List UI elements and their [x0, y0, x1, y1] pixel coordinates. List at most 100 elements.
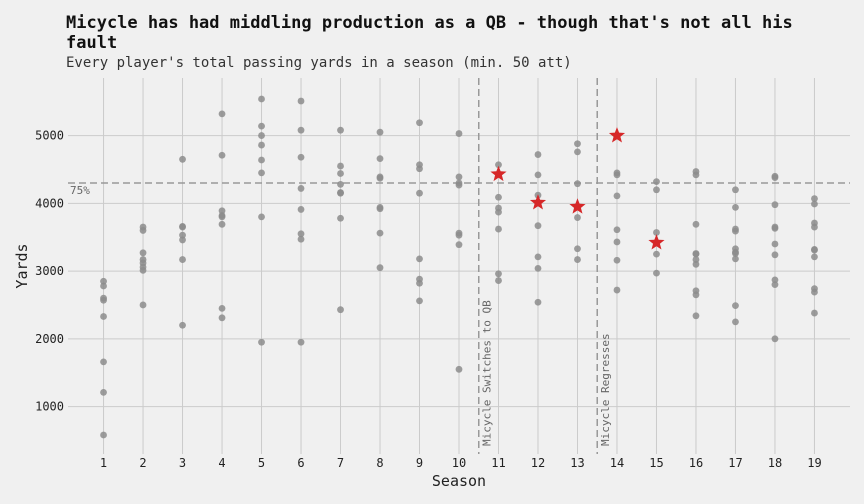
player-season-point	[534, 171, 542, 179]
player-season-point	[574, 214, 581, 221]
y-tick-label: 3000	[35, 264, 64, 278]
event-label-0: Micycle Switches to QB	[481, 300, 494, 446]
player-season-point	[179, 231, 186, 239]
player-season-point	[692, 256, 700, 263]
x-tick-label: 16	[689, 456, 703, 470]
x-tick-label: 2	[139, 456, 146, 470]
x-tick-label: 15	[649, 456, 663, 470]
player-season-point	[258, 169, 265, 177]
y-ticks: 1000 2000 3000 4000 5000	[35, 129, 64, 414]
x-tick-label: 12	[531, 456, 545, 470]
micycle-season-star	[490, 165, 507, 182]
player-season-point	[297, 126, 305, 134]
player-season-point	[179, 321, 186, 329]
player-season-point	[297, 206, 305, 213]
player-season-point	[218, 304, 226, 312]
player-season-point	[179, 155, 186, 163]
player-season-point	[258, 122, 265, 130]
player-season-point	[258, 156, 265, 164]
player-season-point	[337, 180, 344, 188]
player-season-point	[771, 251, 779, 259]
micycle-season-star	[529, 194, 547, 210]
player-season-point	[258, 95, 265, 103]
player-season-point	[100, 313, 107, 320]
x-tick-label: 14	[610, 456, 624, 470]
player-season-point	[495, 208, 502, 216]
player-season-point	[218, 314, 226, 322]
player-season-point	[771, 281, 779, 289]
player-season-point	[771, 174, 779, 181]
x-ticks: 1 2 3 4 5 6 7 8 9 10 11 12 13 14 15 16 17 18 19	[100, 456, 822, 470]
micycle-season-star	[569, 198, 586, 214]
player-season-point	[732, 255, 739, 263]
player-season-point	[297, 185, 305, 192]
player-season-point	[613, 226, 621, 234]
player-season-point	[416, 255, 423, 263]
player-season-point	[613, 171, 621, 179]
player-season-point	[534, 151, 542, 158]
player-season-point	[811, 253, 818, 261]
y-tick-label: 5000	[35, 129, 64, 143]
player-season-point	[376, 128, 384, 136]
player-season-point	[297, 97, 305, 105]
player-season-point	[692, 291, 700, 299]
player-season-point	[100, 388, 107, 396]
player-season-point	[139, 249, 147, 257]
player-season-point	[218, 151, 226, 159]
player-season-point	[100, 296, 107, 304]
player-season-point	[218, 220, 226, 228]
player-season-point	[811, 200, 818, 208]
y-tick-label: 4000	[35, 196, 64, 210]
player-season-point	[732, 250, 739, 257]
player-season-point	[258, 132, 265, 139]
player-season-point	[297, 153, 305, 161]
player-season-point	[613, 238, 621, 246]
player-season-point	[771, 240, 779, 248]
player-season-point	[574, 245, 581, 253]
player-season-point	[258, 141, 265, 149]
y-axis-label: Yards	[13, 243, 31, 288]
player-season-point	[416, 189, 423, 197]
player-season-point	[495, 277, 502, 284]
player-season-point	[811, 223, 818, 231]
event-label-1: Micycle Regresses	[599, 333, 612, 446]
x-tick-label: 7	[337, 456, 344, 470]
player-season-point	[337, 306, 344, 314]
player-season-point	[771, 201, 779, 209]
player-season-point	[218, 207, 226, 215]
player-season-point	[653, 178, 660, 186]
player-season-point	[416, 119, 423, 127]
player-season-point	[653, 250, 660, 258]
x-tick-label: 10	[452, 456, 466, 470]
player-season-point	[258, 213, 265, 221]
x-tick-label: 1	[100, 456, 107, 470]
x-tick-label: 9	[416, 456, 423, 470]
player-season-point	[534, 298, 542, 306]
player-season-point	[139, 301, 147, 309]
player-season-point	[218, 110, 226, 118]
x-tick-label: 18	[768, 456, 782, 470]
percentile-75-label: 75%	[70, 184, 90, 197]
x-tick-label: 5	[258, 456, 265, 470]
player-season-point	[653, 269, 660, 277]
player-season-point	[218, 213, 226, 221]
player-season-point	[455, 241, 463, 249]
player-season-point	[771, 225, 779, 232]
player-season-point	[732, 186, 739, 194]
player-season-point	[455, 365, 463, 373]
y-tick-label: 2000	[35, 332, 64, 346]
player-season-point	[653, 186, 660, 194]
player-season-point	[692, 312, 700, 320]
player-season-point	[811, 288, 818, 296]
x-tick-label: 6	[297, 456, 304, 470]
data-points	[100, 95, 818, 439]
player-season-point	[732, 203, 739, 211]
player-season-point	[100, 282, 107, 290]
player-season-point	[495, 193, 502, 201]
player-season-point	[139, 227, 147, 234]
x-tick-label: 3	[179, 456, 186, 470]
player-season-point	[337, 162, 344, 170]
player-season-point	[100, 431, 107, 439]
